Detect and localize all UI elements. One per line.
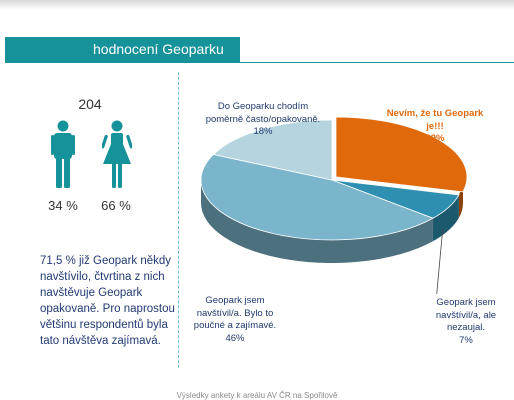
pie-slice-not-interested-side [432, 194, 459, 242]
slice-label-often-percent: 18% [253, 126, 273, 137]
footer-caption: Výsledky ankety k areálu AV ČR na Spořil… [176, 391, 338, 400]
female-percent: 66 % [101, 198, 131, 213]
title-underline [240, 62, 514, 63]
pie-chart [200, 116, 468, 295]
slice-label-not-interested-percent: 7% [459, 334, 473, 346]
respondent-count: 204 [78, 96, 102, 112]
slice-label-often-text: Do Geoparku chodím poměrně často/opakova… [205, 101, 321, 125]
pie-slice-often [212, 119, 333, 181]
slice-label-often: Do Geoparku chodím poměrně často/opakova… [203, 101, 323, 139]
slice-label-interesting-percent: 46% [225, 332, 245, 344]
male-percent: 34 % [48, 198, 78, 213]
slice-label-not-interested-text: Geopark jsem navštívil/a, ale nezaujal. [435, 297, 497, 333]
male-icon [51, 120, 75, 188]
summary-text: 71,5 % již Geopark někdy navštívilo, čtv… [40, 255, 175, 347]
slice-label-interesting: Geopark jsem navštívil/a. Bylo to poučné… [193, 295, 277, 345]
column-divider [178, 72, 179, 368]
female-icon [102, 120, 132, 188]
slice-label-not-interested: Geopark jsem navštívil/a, ale nezaujal. … [416, 297, 514, 347]
slice-label-interesting-text: Geopark jsem navštívil/a. Bylo to poučné… [193, 295, 277, 331]
pie-slice-interesting-side [201, 180, 433, 263]
top-shadow [0, 0, 514, 10]
page-title: hodnocení Geoparku [5, 37, 240, 63]
leader-line-not-interested [436, 229, 444, 295]
pie-slice-interesting [200, 154, 434, 241]
slice-label-unaware-text: Nevím, že tu Geopark je!!! [386, 108, 484, 132]
slice-label-unaware: Nevím, že tu Geopark je!!! 29% [384, 108, 486, 146]
pie-slice-unaware [335, 116, 468, 193]
slice-label-unaware-percent: 29% [425, 133, 445, 144]
